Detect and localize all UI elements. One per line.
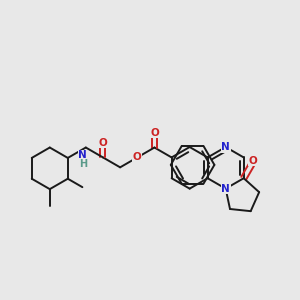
Text: O: O [99,138,107,148]
Text: H: H [79,159,87,170]
Text: N: N [221,184,230,194]
Text: O: O [150,128,159,138]
Text: O: O [133,152,142,162]
Text: O: O [248,156,257,166]
Text: N: N [79,150,87,161]
Text: N: N [221,142,230,152]
